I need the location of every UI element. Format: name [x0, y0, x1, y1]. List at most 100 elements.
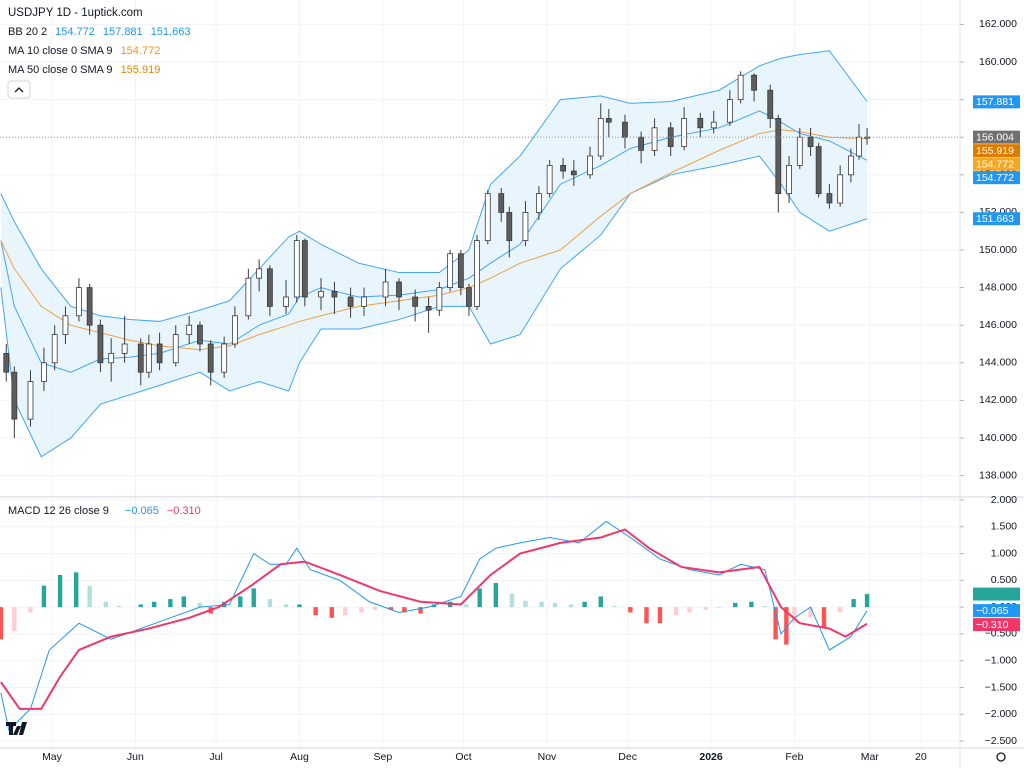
y-tick-label: 162.000	[979, 18, 1017, 30]
histogram-bar	[792, 607, 797, 624]
x-tick-label: May	[42, 751, 63, 763]
macd-line	[0, 528, 868, 710]
x-tick-label: Mar	[861, 751, 880, 763]
histogram-bar	[0, 607, 4, 640]
legend-label: MA 50 close 0 SMA 9	[8, 64, 113, 76]
histogram-bar	[197, 602, 203, 608]
candles	[0, 71, 960, 438]
histogram-bar	[509, 593, 515, 608]
histogram-bar	[251, 588, 256, 608]
candle-body	[232, 315, 238, 345]
candle-body	[522, 212, 529, 242]
legend-value: 151.663	[151, 26, 191, 38]
histogram-bar	[12, 607, 17, 632]
y-tick-label: 148.000	[979, 281, 1017, 293]
y-tick-label: 140.000	[979, 432, 1017, 444]
candle-body	[605, 118, 612, 123]
histogram-bar	[657, 607, 663, 624]
candle-body	[11, 371, 18, 420]
y-tick-label: 160.000	[979, 56, 1017, 68]
legend-value: −0.065	[125, 505, 159, 517]
collapse-button-box[interactable]	[7, 80, 31, 99]
price-badge-label: 154.772	[976, 172, 1014, 184]
candle-body	[108, 352, 115, 364]
histogram-bar	[87, 585, 92, 608]
y-tick-label: −1.000	[985, 654, 1018, 666]
legend: USDJPY 1D - 1uptick.com BB 20 2 154.772 15…	[8, 7, 201, 517]
y-tick-label: −2.500	[985, 735, 1018, 747]
candle-body	[638, 136, 645, 151]
y-tick-label: 1.500	[991, 521, 1017, 533]
candle-body	[775, 118, 782, 195]
y-tick-label: 146.000	[979, 319, 1017, 331]
x-tick-label: Sep	[374, 751, 393, 763]
price-badge-label: 155.919	[976, 145, 1014, 157]
collapse-button[interactable]	[7, 80, 31, 99]
candle-body	[726, 99, 733, 123]
histogram-bar	[612, 606, 617, 608]
settings-button[interactable]	[996, 752, 1006, 762]
candle-body	[796, 136, 803, 166]
price-badge	[973, 130, 1020, 144]
candle-body	[27, 381, 34, 420]
histogram-bar	[372, 607, 377, 610]
histogram-bar	[582, 601, 587, 608]
histogram-bar	[388, 607, 394, 610]
x-tick-label: Jun	[127, 751, 144, 763]
candle-body	[710, 121, 717, 129]
collapse-icon	[14, 87, 24, 93]
candle-body	[587, 155, 593, 176]
legend-value: 154.772	[55, 26, 95, 38]
histogram-bar	[359, 607, 364, 613]
macd-badge	[973, 618, 1020, 632]
histogram-bar	[464, 604, 469, 608]
chart-title: USDJPY 1D - 1uptick.com	[8, 7, 143, 19]
settings-icon[interactable]	[996, 752, 1006, 762]
candle-body	[121, 343, 128, 354]
histogram-bar	[628, 607, 633, 613]
candle-body	[382, 281, 389, 298]
candle-body	[412, 296, 419, 307]
legend-value: 154.772	[121, 45, 161, 57]
histogram-bar	[523, 600, 528, 608]
candle-body	[856, 136, 862, 157]
candle-body	[826, 193, 833, 204]
candle-body	[145, 343, 152, 373]
candle-body	[3, 352, 10, 373]
candle-body	[41, 362, 47, 382]
histogram-bar	[74, 572, 79, 608]
histogram-bar	[784, 607, 789, 645]
candle-body	[97, 324, 104, 364]
histogram-bar	[283, 604, 289, 608]
candle-body	[546, 165, 553, 195]
candle-body	[484, 193, 491, 242]
histogram-bar	[851, 599, 856, 608]
histogram-bar	[808, 607, 813, 618]
histogram-bar	[343, 607, 348, 616]
histogram-bar	[733, 602, 738, 608]
x-tick-label: 2026	[699, 751, 723, 763]
histogram-bar	[238, 596, 243, 608]
histogram-bar	[762, 606, 768, 608]
price-badge-label: 157.881	[976, 96, 1014, 108]
candle-body	[535, 193, 542, 213]
x-tick-label: Aug	[290, 751, 309, 763]
histogram-bar	[673, 607, 679, 616]
histogram-bar	[539, 601, 544, 608]
x-tick-label: Feb	[785, 751, 803, 763]
y-tick-label: 142.000	[979, 394, 1017, 406]
candle-body	[283, 296, 289, 307]
macd-badge	[973, 587, 1020, 601]
price-badge	[973, 171, 1020, 185]
histogram-bar	[329, 607, 334, 618]
candle-body	[815, 146, 822, 195]
legend-label: MA 10 close 0 SMA 9	[8, 45, 113, 57]
histogram-bar	[716, 607, 722, 609]
histogram-bar	[402, 607, 407, 613]
x-tick-label: Dec	[618, 751, 637, 763]
band-fill	[0, 50, 868, 457]
y-tick-label: 144.000	[979, 357, 1017, 369]
histogram-bar	[552, 602, 558, 608]
histogram-bar	[864, 594, 870, 608]
